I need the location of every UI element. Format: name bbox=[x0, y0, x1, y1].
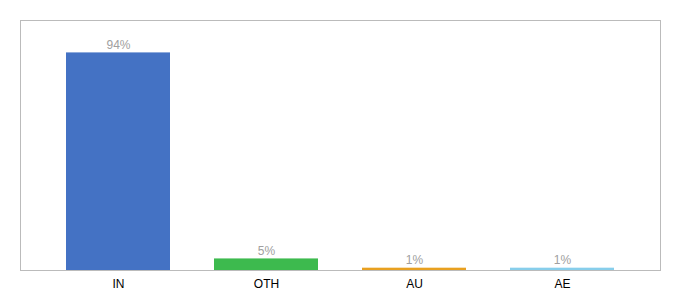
svg-text:94%: 94% bbox=[106, 38, 130, 52]
svg-text:1%: 1% bbox=[406, 253, 424, 267]
svg-text:1%: 1% bbox=[554, 253, 572, 267]
svg-text:OTH: OTH bbox=[254, 277, 279, 291]
svg-text:AU: AU bbox=[406, 277, 423, 291]
svg-text:5%: 5% bbox=[258, 244, 276, 258]
svg-text:IN: IN bbox=[113, 277, 125, 291]
svg-text:AE: AE bbox=[554, 277, 570, 291]
